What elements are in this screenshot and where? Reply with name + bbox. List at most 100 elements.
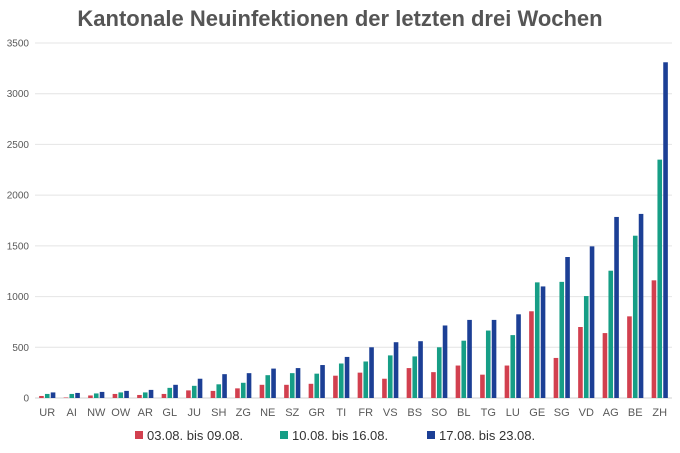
bar-vd-series-1 [578,327,583,398]
x-tick-label: VD [579,407,594,419]
bar-ti-series-2 [338,363,344,398]
bar-tg-series-3 [491,319,497,398]
x-tick-label: NW [87,407,106,419]
bar-ge-series-3 [540,286,546,398]
bar-zg-series-2 [240,382,246,398]
bar-vd-series-2 [583,296,589,398]
bar-fr-series-1 [357,372,363,398]
y-tick-label: 1000 [7,292,30,303]
bar-ur-series-3 [50,392,56,398]
bar-nw-series-2 [93,393,99,398]
y-tick-label: 2500 [7,140,30,151]
bar-ne-series-1 [259,384,265,398]
x-tick-label: FR [358,407,373,419]
x-tick-label: GE [529,407,545,419]
y-tick-label: 3500 [7,39,30,50]
bar-zh-series-2 [657,159,663,398]
x-tick-label: TG [481,407,496,419]
bar-gr-series-1 [308,383,314,398]
bar-so-series-1 [431,372,436,398]
bar-fr-series-3 [369,347,374,398]
bar-bs-series-2 [412,356,418,398]
bar-ag-series-3 [614,216,619,398]
x-tick-label: BS [407,407,422,419]
legend-swatch [280,431,288,439]
x-tick-label: AI [67,407,77,419]
bar-vd-series-3 [589,246,595,398]
y-tick-label: 2000 [7,191,30,202]
x-tick-label: SG [554,407,570,419]
x-tick-label: SZ [285,407,299,419]
bar-zh-series-1 [651,280,657,398]
bar-zg-series-3 [246,373,252,398]
y-tick-label: 500 [12,343,29,354]
bar-gl-series-1 [161,393,167,398]
bar-ur-series-1 [39,395,44,398]
x-tick-label: TI [336,407,346,419]
bar-ge-series-1 [529,311,534,398]
bar-nw-series-1 [88,395,93,398]
bar-tg-series-1 [480,374,485,398]
bar-tg-series-2 [485,330,491,398]
bar-vs-series-3 [393,342,399,398]
bar-ai-series-1 [63,397,69,398]
bar-ju-series-3 [197,378,203,398]
bar-ge-series-2 [534,282,540,398]
bar-lu-series-2 [510,335,516,398]
bar-lu-series-1 [504,365,510,398]
legend-swatch [135,431,143,439]
bar-sg-series-3 [565,257,570,398]
chart-title: Kantonale Neuinfektionen der letzten dre… [77,6,603,31]
bar-bl-series-2 [461,340,467,398]
bar-be-series-1 [627,316,632,398]
bar-fr-series-2 [363,361,369,398]
bar-sh-series-1 [210,390,216,398]
legend-label: 03.08. bis 09.08. [147,428,243,443]
x-tick-label: OW [111,407,131,419]
bar-ti-series-3 [344,356,350,398]
x-tick-label: VS [383,407,398,419]
x-tick-label: SH [211,407,226,419]
bar-ti-series-1 [333,375,338,398]
bar-sh-series-2 [216,384,222,398]
bar-ne-series-3 [271,368,276,398]
bar-ju-series-1 [186,390,191,398]
bar-ag-series-1 [602,333,608,398]
x-tick-label: SO [431,407,447,419]
bar-ju-series-2 [191,385,197,398]
bar-ai-series-3 [75,392,80,398]
bar-bs-series-1 [406,368,412,398]
legend-label: 10.08. bis 16.08. [292,428,388,443]
bar-ai-series-2 [69,393,75,398]
bar-ar-series-1 [137,394,142,398]
bar-be-series-3 [638,213,644,398]
x-tick-label: AR [138,407,153,419]
bar-nw-series-3 [99,391,105,398]
bar-so-series-3 [442,325,448,398]
x-tick-label: NE [260,407,275,419]
bar-ar-series-2 [142,392,148,398]
y-tick-label: 1500 [7,241,30,252]
x-tick-label: GR [309,407,326,419]
bar-sh-series-3 [222,374,227,398]
x-tick-label: BL [457,407,470,419]
bar-sg-series-1 [553,357,559,398]
bar-zh-series-3 [663,62,668,399]
bar-sg-series-2 [559,281,565,398]
bar-sz-series-1 [284,384,289,398]
x-tick-label: BE [628,407,643,419]
bar-bs-series-3 [418,341,423,398]
bar-ur-series-2 [44,393,50,398]
bar-be-series-2 [632,235,638,398]
x-tick-label: JU [188,407,202,419]
x-tick-label: LU [506,407,520,419]
bar-gr-series-2 [314,373,320,398]
bar-ow-series-2 [118,392,124,398]
bar-vs-series-1 [382,378,387,398]
bar-vs-series-2 [387,355,393,398]
bar-gl-series-2 [167,387,173,398]
legend-label: 17.08. bis 23.08. [439,428,535,443]
x-tick-label: ZG [236,407,251,419]
